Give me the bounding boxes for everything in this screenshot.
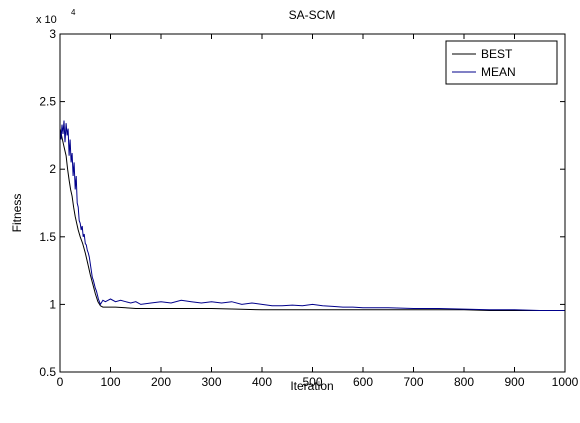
y-tick-label: 3 xyxy=(49,27,56,41)
y-axis-label: Fitness xyxy=(10,194,24,233)
y-tick-label: 2.5 xyxy=(39,95,56,109)
x-tick-label: 300 xyxy=(201,375,221,389)
y-tick-label: 2 xyxy=(49,162,56,176)
x-tick-label: 400 xyxy=(252,375,272,389)
x-tick-label: 0 xyxy=(57,375,64,389)
x-tick-label: 800 xyxy=(454,375,474,389)
legend: BEST MEAN xyxy=(446,41,557,84)
x-tick-label: 1000 xyxy=(552,375,579,389)
x-axis-label: Iteration xyxy=(290,379,333,393)
x-tick-label: 900 xyxy=(504,375,524,389)
chart-title: SA-SCM xyxy=(289,8,336,22)
x-tick-label: 100 xyxy=(100,375,120,389)
x-tick-label: 700 xyxy=(403,375,423,389)
x-tick-label: 600 xyxy=(353,375,373,389)
y-tick-label: 1 xyxy=(49,297,56,311)
y-tick-label: 1.5 xyxy=(39,230,56,244)
y-tick-label: 0.5 xyxy=(39,365,56,379)
plot-area xyxy=(60,34,565,372)
legend-label-best: BEST xyxy=(481,47,513,61)
legend-label-mean: MEAN xyxy=(481,65,516,79)
x-tick-label: 200 xyxy=(151,375,171,389)
y-exponent-base: x 10 xyxy=(36,14,57,26)
y-exponent-power: 4 xyxy=(71,8,76,17)
